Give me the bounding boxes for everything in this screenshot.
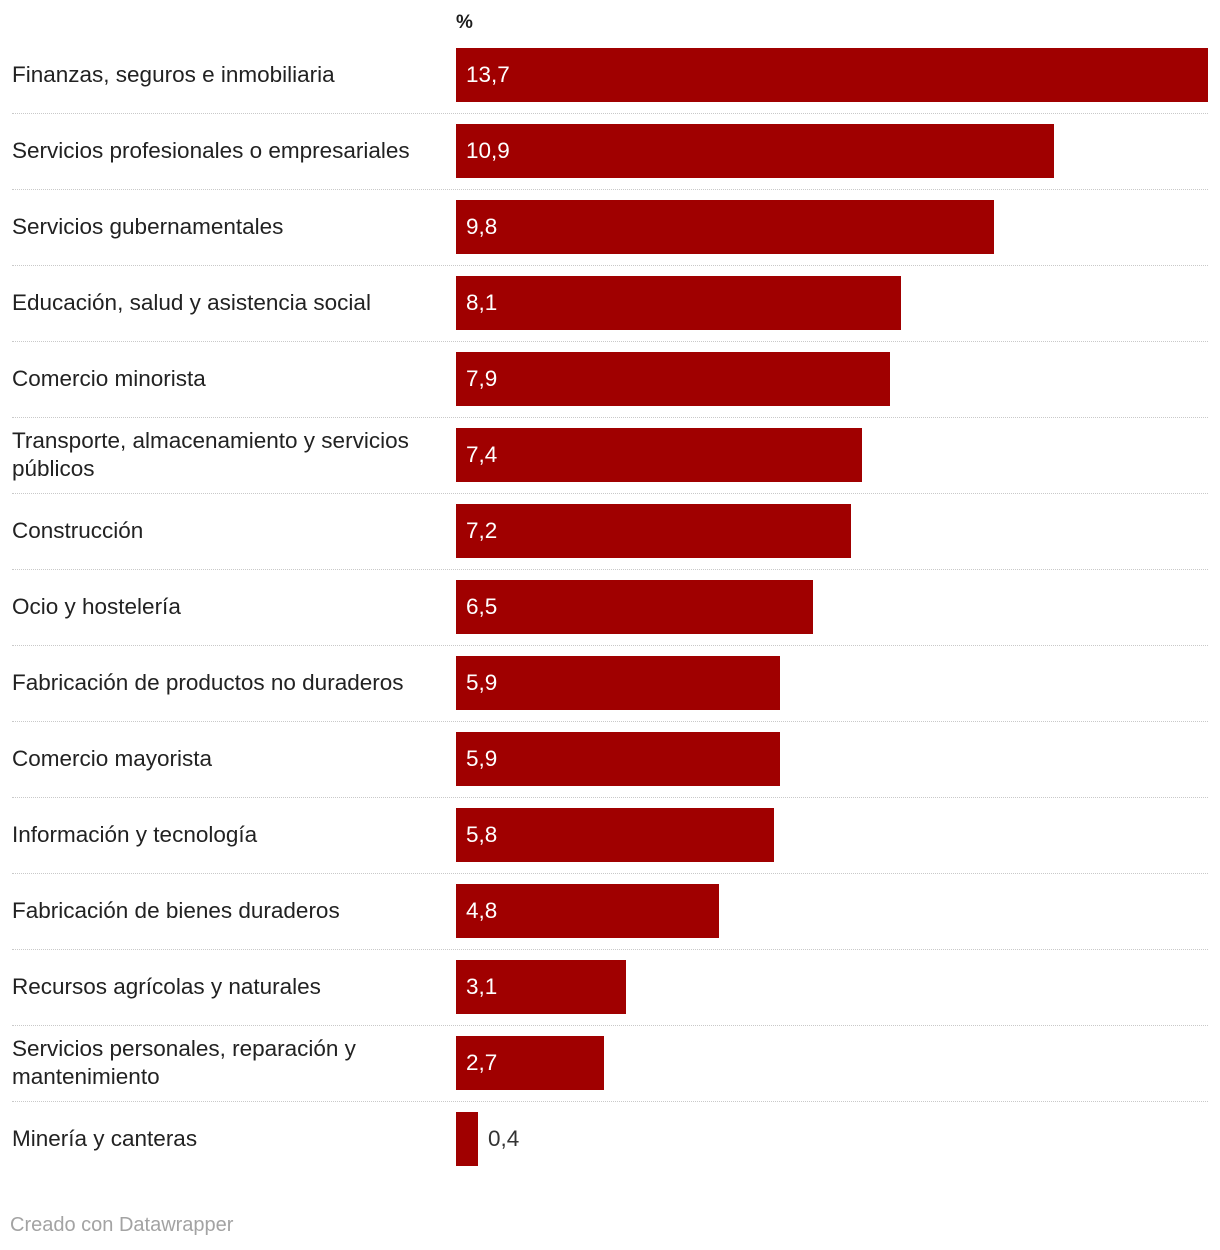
category-label: Ocio y hostelería (12, 594, 181, 619)
bar (456, 352, 890, 406)
value-label: 7,2 (466, 518, 498, 543)
value-label: 3,1 (466, 974, 498, 999)
footer-credit: Creado con Datawrapper (10, 1214, 234, 1236)
bar (456, 124, 1055, 178)
row-separator (12, 1101, 1208, 1102)
unit-label: % (456, 12, 473, 33)
category-label: Servicios profesionales o empresariales (12, 138, 410, 163)
bar (456, 276, 901, 330)
row-separator (12, 645, 1208, 646)
category-label: Fabricación de productos no duraderos (12, 670, 404, 695)
bar (456, 580, 813, 634)
value-label: 5,8 (466, 822, 498, 847)
value-label: 2,7 (466, 1050, 498, 1075)
row-separator (12, 569, 1208, 570)
bar (456, 732, 780, 786)
bar (456, 48, 1208, 102)
row-separator (12, 341, 1208, 342)
value-label: 5,9 (466, 746, 498, 771)
bar (456, 808, 775, 862)
category-label: Educación, salud y asistencia social (12, 290, 371, 315)
row-separator (12, 265, 1208, 266)
bar (456, 960, 627, 1014)
row-separator (12, 113, 1208, 114)
value-label: 7,4 (466, 442, 498, 467)
row-separator (12, 1025, 1208, 1026)
value-label: 8,1 (466, 290, 498, 315)
category-label: Fabricación de bienes duraderos (12, 898, 340, 923)
row-separator (12, 949, 1208, 950)
category-label: Finanzas, seguros e inmobiliaria (12, 62, 335, 87)
bar (456, 1036, 605, 1090)
bar (456, 884, 720, 938)
value-label: 13,7 (466, 62, 510, 87)
row-separator (12, 189, 1208, 190)
category-label: Construcción (12, 518, 144, 543)
row-separator (12, 493, 1208, 494)
bar (456, 656, 780, 710)
row-separator (12, 797, 1208, 798)
category-label: Servicios gubernamentales (12, 214, 284, 239)
category-label: Transporte, almacenamiento y servicios p… (12, 428, 409, 481)
category-label: Recursos agrícolas y naturales (12, 974, 321, 999)
category-label: Servicios personales, reparación y mante… (12, 1036, 356, 1089)
row-separator (12, 721, 1208, 722)
category-label: Comercio mayorista (12, 746, 213, 771)
value-label: 7,9 (466, 366, 498, 391)
bar (456, 200, 994, 254)
category-label: Minería y canteras (12, 1126, 198, 1151)
bar (456, 1112, 478, 1166)
bar (456, 504, 852, 558)
bar (456, 428, 863, 482)
row-separator (12, 417, 1208, 418)
value-label: 0,4 (487, 1126, 520, 1151)
category-label: Información y tecnología (12, 822, 258, 847)
value-label: 4,8 (466, 898, 498, 923)
category-label: Comercio minorista (12, 366, 206, 391)
value-label: 5,9 (466, 670, 498, 695)
value-label: 6,5 (466, 594, 498, 619)
value-label: 10,9 (466, 138, 510, 163)
row-separator (12, 873, 1208, 874)
value-label: 9,8 (466, 214, 498, 239)
